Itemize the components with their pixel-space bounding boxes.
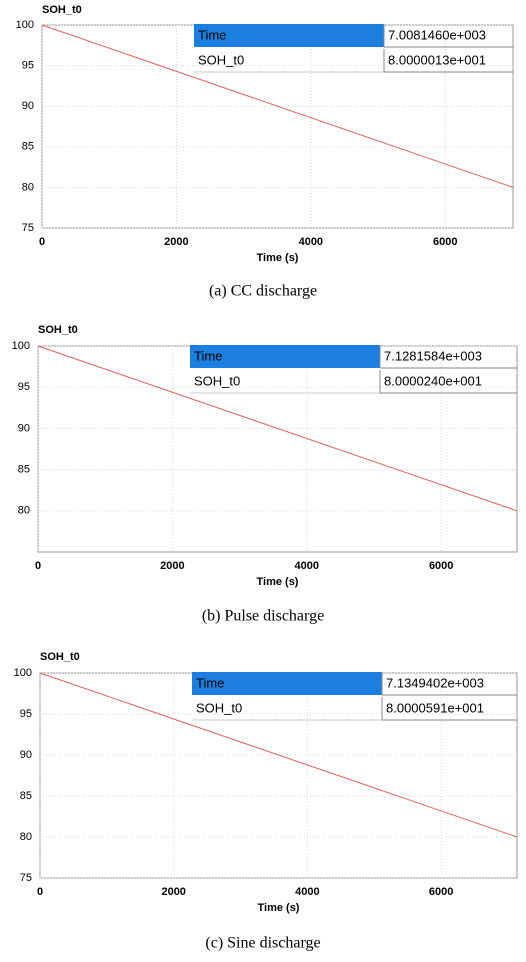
readout-header xyxy=(190,345,380,368)
y-tick-label: 80 xyxy=(20,831,32,843)
data-line xyxy=(37,345,518,512)
x-tick-label: 6000 xyxy=(429,886,453,898)
x-tick-label: 4000 xyxy=(299,236,323,248)
x-tick-label: 4000 xyxy=(295,560,319,572)
data-line xyxy=(41,24,514,188)
chart-title: SOH_t0 xyxy=(38,324,78,336)
readout-value: 8.0000591e+001 xyxy=(386,700,484,715)
readout-value: 8.0000240e+001 xyxy=(384,373,482,388)
x-tick-label: 4000 xyxy=(295,886,319,898)
y-tick-label: 80 xyxy=(18,505,30,517)
x-tick-label: 2000 xyxy=(160,560,184,572)
caption: (b) Pulse discharge xyxy=(202,608,324,625)
y-tick-label: 85 xyxy=(18,464,30,476)
x-axis-label: Time (s) xyxy=(258,902,300,914)
readout-label: Time xyxy=(194,348,222,363)
y-tick-label: 95 xyxy=(22,60,34,72)
x-tick-label: 0 xyxy=(35,560,41,572)
data-line xyxy=(39,672,518,838)
readout-header xyxy=(194,24,384,47)
plot-area xyxy=(39,672,518,879)
plot-area xyxy=(37,345,518,553)
readout-value: 7.0081460e+003 xyxy=(388,27,486,42)
x-tick-label: 2000 xyxy=(164,236,188,248)
x-tick-label: 6000 xyxy=(433,236,457,248)
y-tick-label: 85 xyxy=(20,790,32,802)
y-tick-label: 95 xyxy=(18,381,30,393)
x-tick-label: 0 xyxy=(39,236,45,248)
y-tick-label: 100 xyxy=(16,19,34,31)
x-axis-label: Time (s) xyxy=(257,252,299,264)
y-tick-label: 85 xyxy=(22,141,34,153)
y-tick-label: 75 xyxy=(22,222,34,234)
readout-label: Time xyxy=(196,675,224,690)
readout-label: Time xyxy=(198,27,226,42)
readout-value: 7.1281584e+003 xyxy=(384,348,482,363)
x-tick-label: 0 xyxy=(37,886,43,898)
readout-value: 7.1349402e+003 xyxy=(386,675,484,690)
y-tick-label: 90 xyxy=(18,422,30,434)
readout-label: SOH_t0 xyxy=(198,52,244,67)
caption: (a) CC discharge xyxy=(209,283,317,300)
readout-value: 8.0000013e+001 xyxy=(388,52,486,67)
y-tick-label: 100 xyxy=(14,667,32,679)
x-tick-label: 2000 xyxy=(161,886,185,898)
y-tick-label: 80 xyxy=(22,181,34,193)
chart-title: SOH_t0 xyxy=(40,651,80,663)
y-tick-label: 95 xyxy=(20,708,32,720)
x-tick-label: 6000 xyxy=(429,560,453,572)
readout-header xyxy=(192,672,382,695)
x-axis-label: Time (s) xyxy=(257,576,299,588)
readout-label: SOH_t0 xyxy=(196,700,242,715)
y-tick-label: 75 xyxy=(20,872,32,884)
readout-label: SOH_t0 xyxy=(194,373,240,388)
y-tick-label: 90 xyxy=(20,749,32,761)
y-tick-label: 90 xyxy=(22,100,34,112)
chart-title: SOH_t0 xyxy=(42,4,82,16)
plot-area xyxy=(41,24,514,229)
y-tick-label: 100 xyxy=(12,340,30,352)
caption: (c) Sine discharge xyxy=(205,935,320,952)
